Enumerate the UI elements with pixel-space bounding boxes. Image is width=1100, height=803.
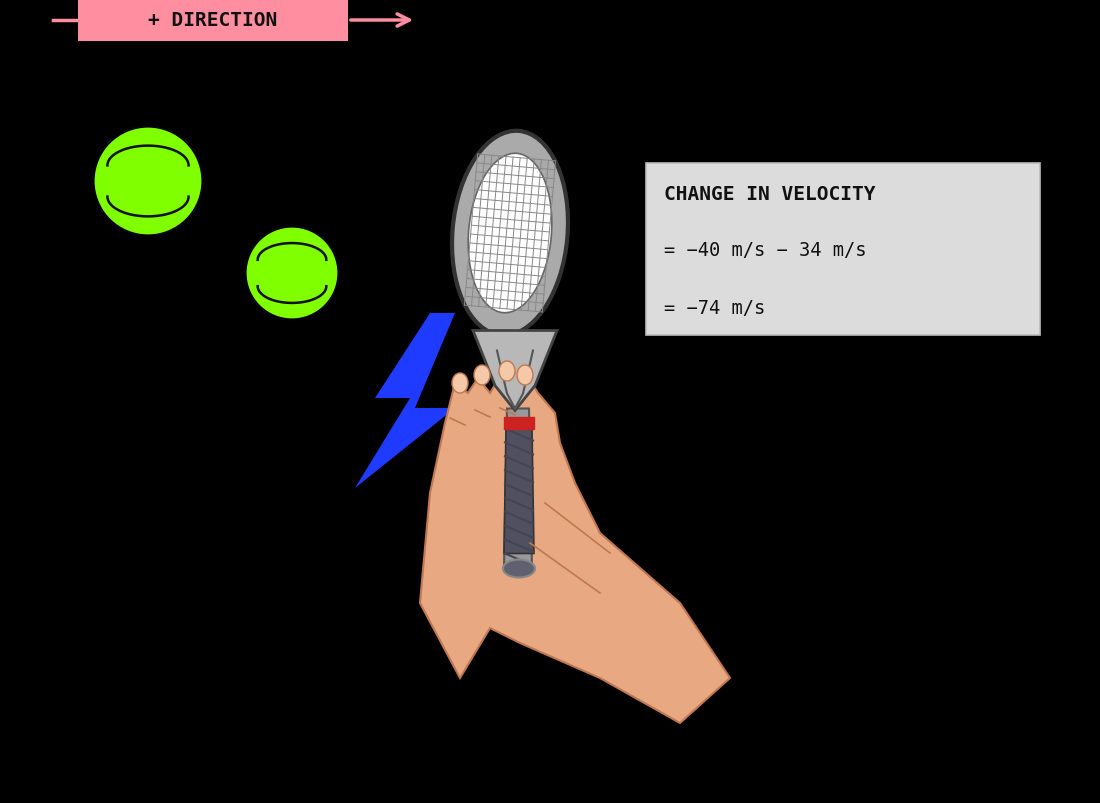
Polygon shape xyxy=(504,429,534,554)
Circle shape xyxy=(248,230,336,318)
FancyBboxPatch shape xyxy=(78,0,348,42)
Polygon shape xyxy=(420,373,730,723)
Ellipse shape xyxy=(452,373,468,393)
Text: + DIRECTION: + DIRECTION xyxy=(148,11,277,31)
Circle shape xyxy=(96,130,200,234)
Ellipse shape xyxy=(474,365,490,385)
Ellipse shape xyxy=(517,365,534,385)
Polygon shape xyxy=(355,314,455,488)
Ellipse shape xyxy=(452,132,568,336)
Polygon shape xyxy=(504,409,532,569)
Text: = −74 m/s: = −74 m/s xyxy=(664,300,766,318)
Text: CHANGE IN VELOCITY: CHANGE IN VELOCITY xyxy=(664,184,876,203)
Text: = −40 m/s − 34 m/s: = −40 m/s − 34 m/s xyxy=(664,240,867,259)
Ellipse shape xyxy=(499,361,515,381)
Polygon shape xyxy=(473,331,557,411)
FancyBboxPatch shape xyxy=(646,164,1040,336)
Ellipse shape xyxy=(469,154,552,313)
Ellipse shape xyxy=(503,560,535,578)
